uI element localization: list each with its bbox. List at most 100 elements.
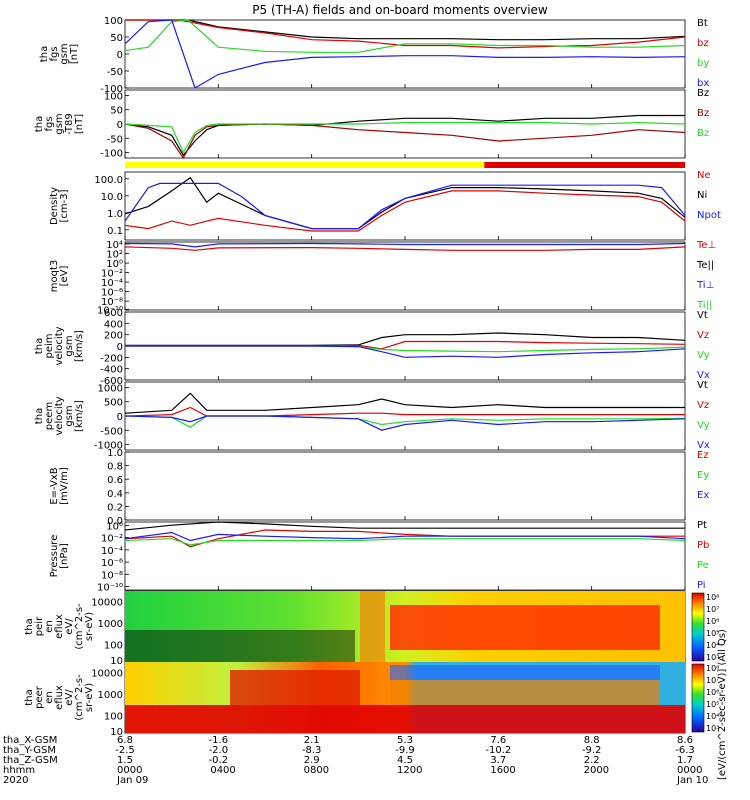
x-axis-row-label: 2020 <box>3 775 28 786</box>
y-tick-label: 0 <box>117 120 123 131</box>
y-tick-label: 10000 <box>91 598 123 609</box>
y-tick-label: 0.4 <box>107 489 123 500</box>
y-axis-label: peir <box>34 616 45 636</box>
y-axis-label: (cm^2-s- <box>74 674 85 721</box>
y-tick-label: 10² <box>106 250 123 261</box>
x-axis-value: Jan 09 <box>116 775 148 786</box>
y-axis-label: tha <box>34 408 45 424</box>
peer-colorbar <box>691 663 705 733</box>
y-tick-label: 0.2 <box>107 502 123 513</box>
y-tick-label: 10⁻⁴ <box>101 546 123 557</box>
series-fgs_gsm_detrend-dBz <box>124 123 686 160</box>
colorbar-label: [eV/(cm^2-sec-sr-eV)] (All Qs) <box>717 629 728 780</box>
y-axis-label: tha <box>24 618 35 634</box>
series-peim_velocity-Vy <box>125 345 686 353</box>
series-fgs_gsm-Bt <box>125 19 686 41</box>
x-axis-value: -2.0 <box>209 745 229 756</box>
y-axis-label: [mV/m] <box>59 467 70 505</box>
panel-pressure: 10⁰ 10⁻²10⁻⁴10⁻⁶10⁻⁸ 10⁻¹⁰ Pressure [nPa] Pt P… <box>49 520 709 594</box>
y-tick-label: 10⁻² <box>101 534 123 545</box>
legend-entry: Pi <box>697 580 706 591</box>
y-axis-label: [km/s] <box>74 330 85 362</box>
series-fgs_gsm_detrend-dBt <box>124 114 685 157</box>
x-axis-value: Jan 10 <box>676 775 708 786</box>
x-axis-value: 0400 <box>210 765 235 776</box>
series-pressure-Pe <box>124 538 686 546</box>
x-axis-value: 0000 <box>117 765 142 776</box>
x-axis-value: 6.8 <box>117 735 133 746</box>
y-tick-label: -500 <box>100 426 123 437</box>
y-tick-label: 10⁻¹⁰ <box>97 305 123 316</box>
y-axis-label: en <box>44 691 55 704</box>
figure-title: P5 (TH-A) fields and on-board moments ov… <box>252 3 548 17</box>
legend-entry: Vx <box>697 440 710 451</box>
legend-entry: by <box>697 58 709 69</box>
y-tick-label: -1000 <box>94 441 123 452</box>
y-tick-label: 10⁻⁴ <box>101 278 123 289</box>
legend-entry: Vy <box>697 350 710 361</box>
colorbar-tick-label: 10⁴ <box>706 712 719 721</box>
y-axis-label: eflux <box>54 614 65 639</box>
x-axis-value: 1.7 <box>677 755 693 766</box>
y-tick-label: 100 <box>104 91 123 102</box>
x-axis-value: -0.2 <box>209 755 229 766</box>
y-axis-label: gsm <box>59 43 70 64</box>
colorbar-tick-label: 10⁵ <box>706 700 719 709</box>
y-tick-label: 1.0 <box>107 448 123 459</box>
y-axis-label: E=-VxB <box>49 467 60 504</box>
legend-entry: Pb <box>697 540 709 551</box>
series-fgs_gsm-by <box>124 19 686 53</box>
y-axis-label: Pressure <box>49 535 60 578</box>
y-axis-label: peim <box>44 333 55 358</box>
series-fgs_gsm_detrend-dBy <box>124 121 686 154</box>
y-axis-label: [cm-3] <box>59 189 70 222</box>
legend-entry: Ne <box>697 170 711 181</box>
y-axis-label: -T89 <box>64 113 75 135</box>
peir-colorbar <box>691 592 705 662</box>
y-axis-label: gsm <box>64 335 75 356</box>
x-axis-labels: tha_X-GSMtha_Y-GSMtha_Z-GSMhhmm20206.8-2… <box>3 735 708 786</box>
x-axis-row-label: hhmm <box>3 765 35 776</box>
series-density-Npot <box>124 182 686 230</box>
x-axis-value: -1.6 <box>209 735 229 746</box>
legend-entry: Vt <box>697 310 708 321</box>
y-tick-label: 1000 <box>98 619 123 630</box>
peir-spectrogram-image <box>125 591 685 662</box>
y-axis-label: [nT] <box>69 44 80 64</box>
colorbar-tick-label: 10⁶ <box>706 617 719 626</box>
colorbar-tick-label: 10⁵ <box>706 629 719 638</box>
y-tick-label: 0 <box>117 412 123 423</box>
y-tick-label: 1000 <box>98 383 123 394</box>
series-peem_velocity-Vx <box>124 415 686 431</box>
legend-entry: Vz <box>697 400 709 411</box>
panel-density: 100.0 10.0 1.0 0.1 Density [cm-3] Ne Ni Npot <box>49 170 721 241</box>
y-tick-label: 0 <box>117 50 123 61</box>
legend-entry: Bz <box>697 88 709 99</box>
colorbar-tick-label: 10⁴ <box>706 641 719 650</box>
y-axis-label: velocity <box>54 396 65 435</box>
y-axis-label: (cm^2-s- <box>74 603 85 650</box>
x-axis-value: -9.9 <box>395 745 415 756</box>
x-axis-value: -9.2 <box>582 745 602 756</box>
y-axis-label: eV/ <box>64 618 75 635</box>
legend-entry: Vz <box>697 330 709 341</box>
y-axis-label: [nT] <box>74 114 85 134</box>
legend-entry: Bt <box>697 18 708 29</box>
x-axis-value: 2.9 <box>304 755 320 766</box>
x-axis-value: 1600 <box>490 765 515 776</box>
y-tick-label: -50 <box>107 67 123 78</box>
series-density-Ne <box>124 190 686 232</box>
y-tick-label: 0.0 <box>107 516 123 527</box>
y-tick-label: 500 <box>104 398 123 409</box>
y-axis-label: gsm <box>54 113 65 134</box>
panel-fgs_gsm: 100 50 0 -50 -100 tha fgs gsm [nT] Bt bz by bx <box>39 16 709 95</box>
series-temperature-Te⊥ <box>124 246 686 251</box>
colorbar-tick-label: 10⁸ <box>706 664 719 673</box>
y-axis-label: peem <box>44 402 55 430</box>
y-tick-label: 10.0 <box>101 192 123 203</box>
x-axis-value: 0000 <box>677 765 702 776</box>
colorbar-tick-label: 10⁷ <box>706 605 719 614</box>
y-axis-label: tha <box>34 338 45 354</box>
